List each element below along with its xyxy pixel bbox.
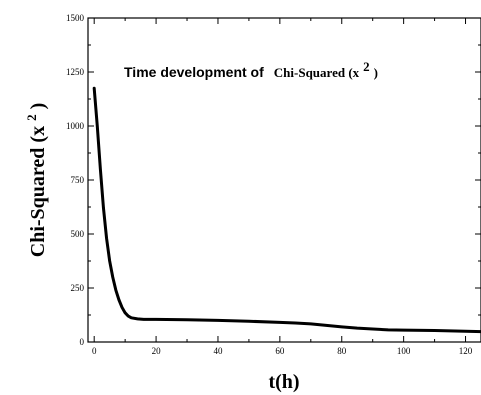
x-axis-label: t(h) bbox=[268, 371, 299, 393]
y-tick-label: 1250 bbox=[66, 67, 85, 77]
ylabel-close: ) bbox=[27, 103, 49, 110]
x-tick-label: 20 bbox=[152, 346, 162, 356]
ylabel-sup: 2 bbox=[24, 114, 39, 121]
title-term: Chi-Squared (x bbox=[274, 65, 360, 80]
title-prefix: Time development of bbox=[124, 64, 264, 80]
y-tick-label: 0 bbox=[80, 337, 85, 347]
x-tick-label: 80 bbox=[337, 346, 347, 356]
y-tick-label: 1500 bbox=[66, 13, 85, 23]
x-tick-label: 60 bbox=[275, 346, 285, 356]
y-tick-label: 250 bbox=[71, 283, 85, 293]
x-tick-label: 120 bbox=[459, 346, 473, 356]
title-close: ) bbox=[374, 65, 378, 80]
chart-title: Time development of Chi-Squared (x 2 ) bbox=[124, 58, 378, 81]
y-tick-label: 1000 bbox=[66, 121, 85, 131]
ticks bbox=[88, 17, 481, 343]
y-tick-label: 500 bbox=[71, 229, 85, 239]
x-tick-label: 100 bbox=[397, 346, 411, 356]
y-axis-label: Chi-Squared (x 2 ) bbox=[19, 103, 49, 258]
tick-labels: 0 20 40 60 80 100 120 0 250 500 750 1000 1250 1500 bbox=[66, 13, 473, 356]
title-sup: 2 bbox=[363, 59, 370, 74]
x-tick-label: 0 bbox=[92, 346, 97, 356]
series-line bbox=[92, 86, 481, 334]
y-tick-label: 750 bbox=[71, 175, 85, 185]
ylabel-main: Chi-Squared (x bbox=[27, 126, 49, 257]
x-tick-label: 40 bbox=[213, 346, 223, 356]
